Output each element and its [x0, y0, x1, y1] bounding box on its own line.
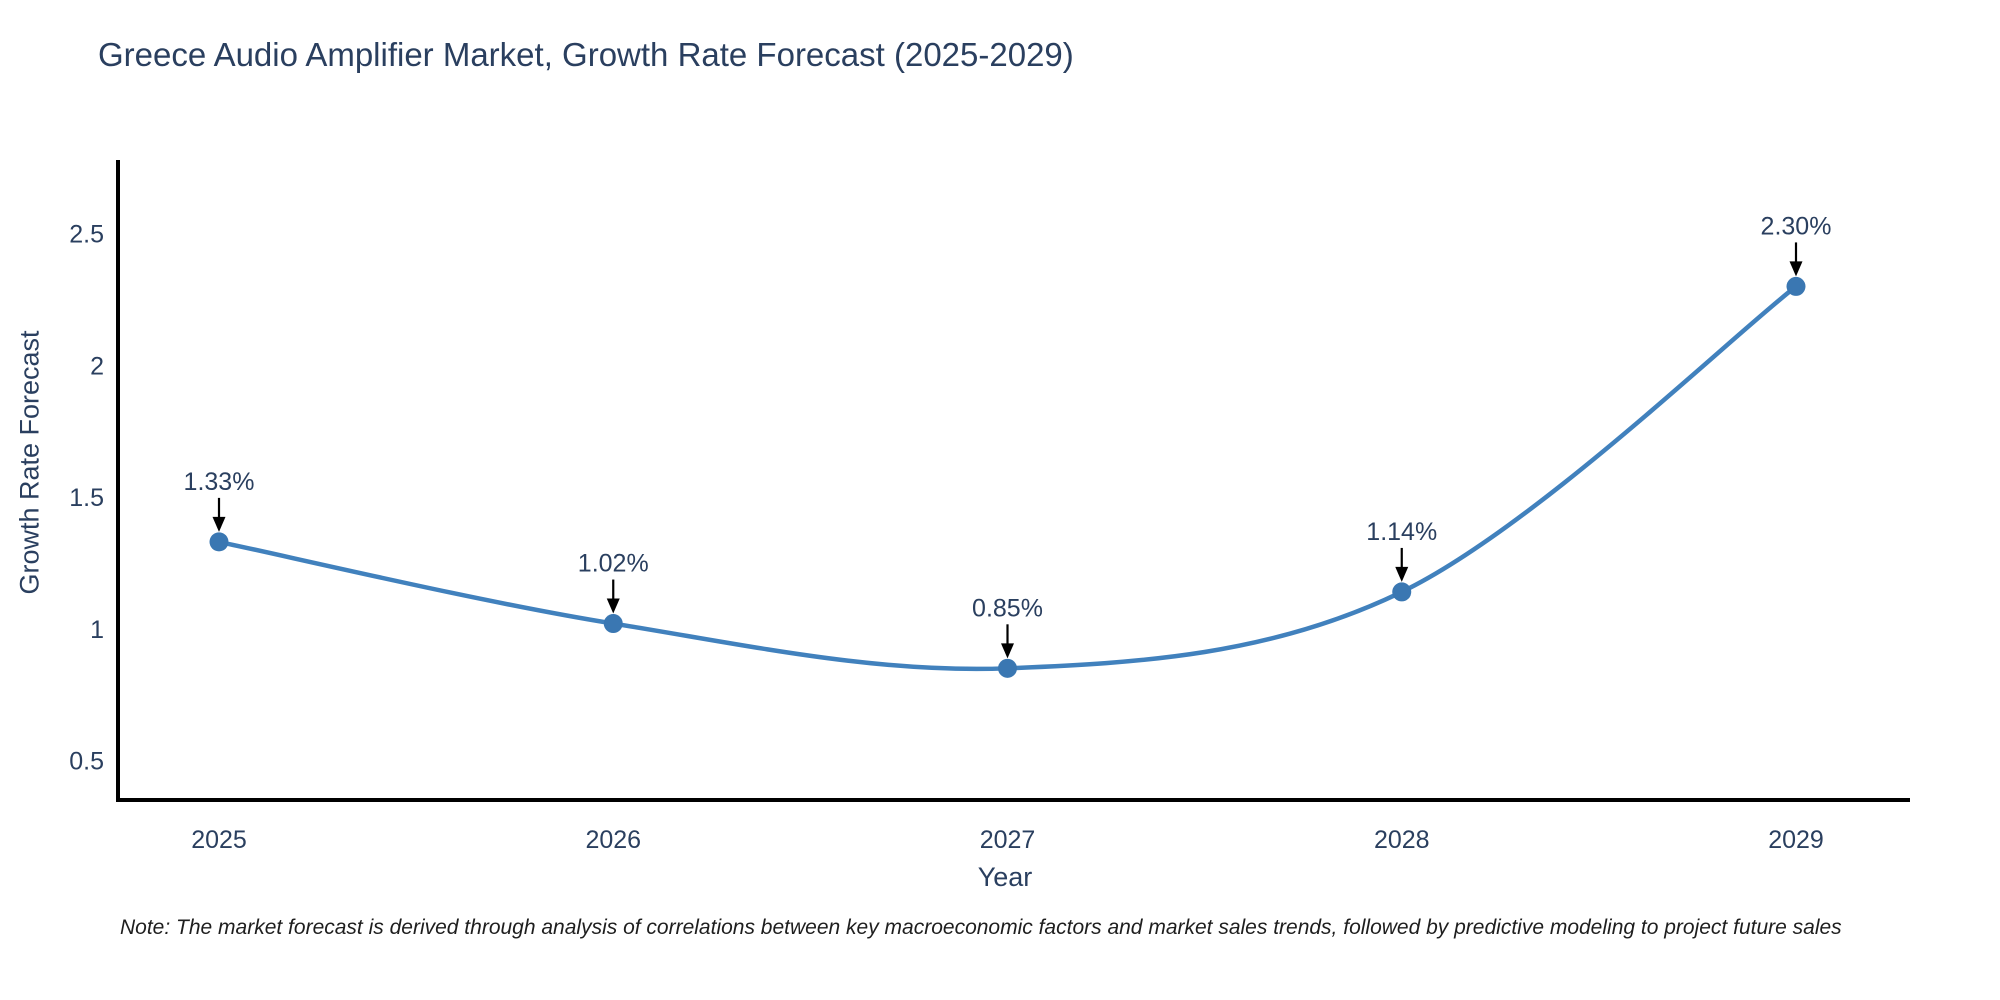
data-point-marker	[1786, 276, 1806, 296]
data-point-marker	[1392, 582, 1412, 602]
data-point-label: 1.33%	[184, 468, 255, 496]
data-point-marker	[603, 614, 623, 634]
annotation-arrowhead	[606, 598, 620, 614]
y-tick-label: 1.5	[69, 484, 104, 512]
y-axis-title: Growth Rate Forecast	[14, 330, 45, 595]
y-tick-label: 0.5	[69, 747, 104, 775]
data-point-marker	[209, 532, 229, 552]
annotation-arrowhead	[1789, 261, 1803, 277]
x-tick-label: 2025	[191, 826, 247, 854]
data-point-marker	[998, 658, 1017, 678]
annotation-arrowhead	[1395, 566, 1409, 582]
x-tick-label: 2027	[980, 826, 1036, 854]
annotation-arrowhead	[212, 516, 226, 532]
y-tick-label: 2.5	[69, 221, 104, 249]
data-point-label: 1.14%	[1366, 518, 1437, 546]
y-tick-label: 1	[90, 616, 104, 644]
trend-line	[216, 284, 1799, 672]
data-point-label: 2.30%	[1761, 212, 1832, 240]
footnote: Note: The market forecast is derived thr…	[120, 916, 1842, 939]
x-tick-label: 2029	[1768, 826, 1824, 854]
annotation-arrowhead	[1001, 643, 1014, 659]
x-tick-label: 2026	[585, 826, 641, 854]
x-axis-title: Year	[977, 862, 1033, 892]
chart-title: Greece Audio Amplifier Market, Growth Ra…	[98, 36, 1074, 73]
data-point-label: 1.02%	[578, 550, 649, 578]
y-tick-label: 2	[90, 352, 104, 380]
x-tick-label: 2028	[1374, 826, 1430, 854]
data-point-label: 0.85%	[972, 594, 1043, 622]
